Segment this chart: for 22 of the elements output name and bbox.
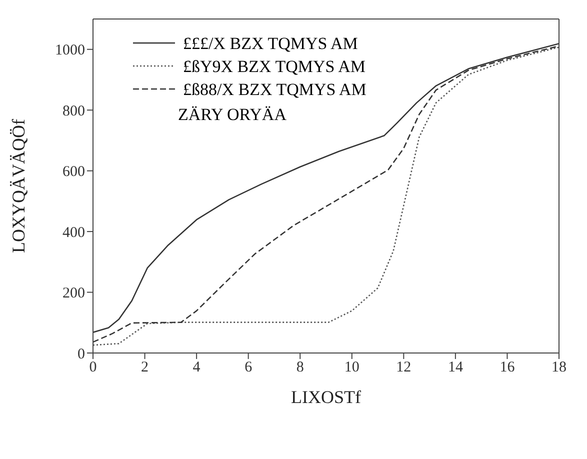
- x-axis-title: LIXOSTf: [291, 387, 361, 407]
- y-tick-label: 600: [62, 164, 85, 180]
- x-tick-label: 14: [448, 360, 464, 376]
- x-tick-label: 8: [296, 360, 304, 376]
- x-tick-label: 18: [552, 360, 566, 376]
- y-tick-label: 0: [78, 346, 85, 362]
- x-tick-label: 12: [396, 360, 412, 376]
- x-tick-label: 10: [344, 360, 360, 376]
- x-tick-label: 0: [89, 360, 97, 376]
- y-tick-label: 400: [62, 224, 85, 241]
- legend-label: £ß88/X BZX TQMYS AM: [183, 80, 366, 99]
- x-tick-label: 6: [244, 360, 253, 376]
- legend-label: £ßY9X BZX TQMYS AM: [183, 57, 366, 76]
- y-axis-title: LOXYQÄVÄQÖf: [8, 119, 28, 253]
- y-tick-label: 200: [62, 286, 85, 302]
- legend-label: £££/X BZX TQMYS AM: [183, 34, 358, 53]
- y-tick-label: 1000: [55, 42, 85, 59]
- x-tick-label: 2: [141, 360, 149, 376]
- x-tick-label: 16: [500, 360, 516, 376]
- y-tick-label: 800: [62, 103, 85, 120]
- x-tick-label: 4: [192, 360, 201, 376]
- annotation: ZÄRY ORYÄA: [178, 105, 288, 124]
